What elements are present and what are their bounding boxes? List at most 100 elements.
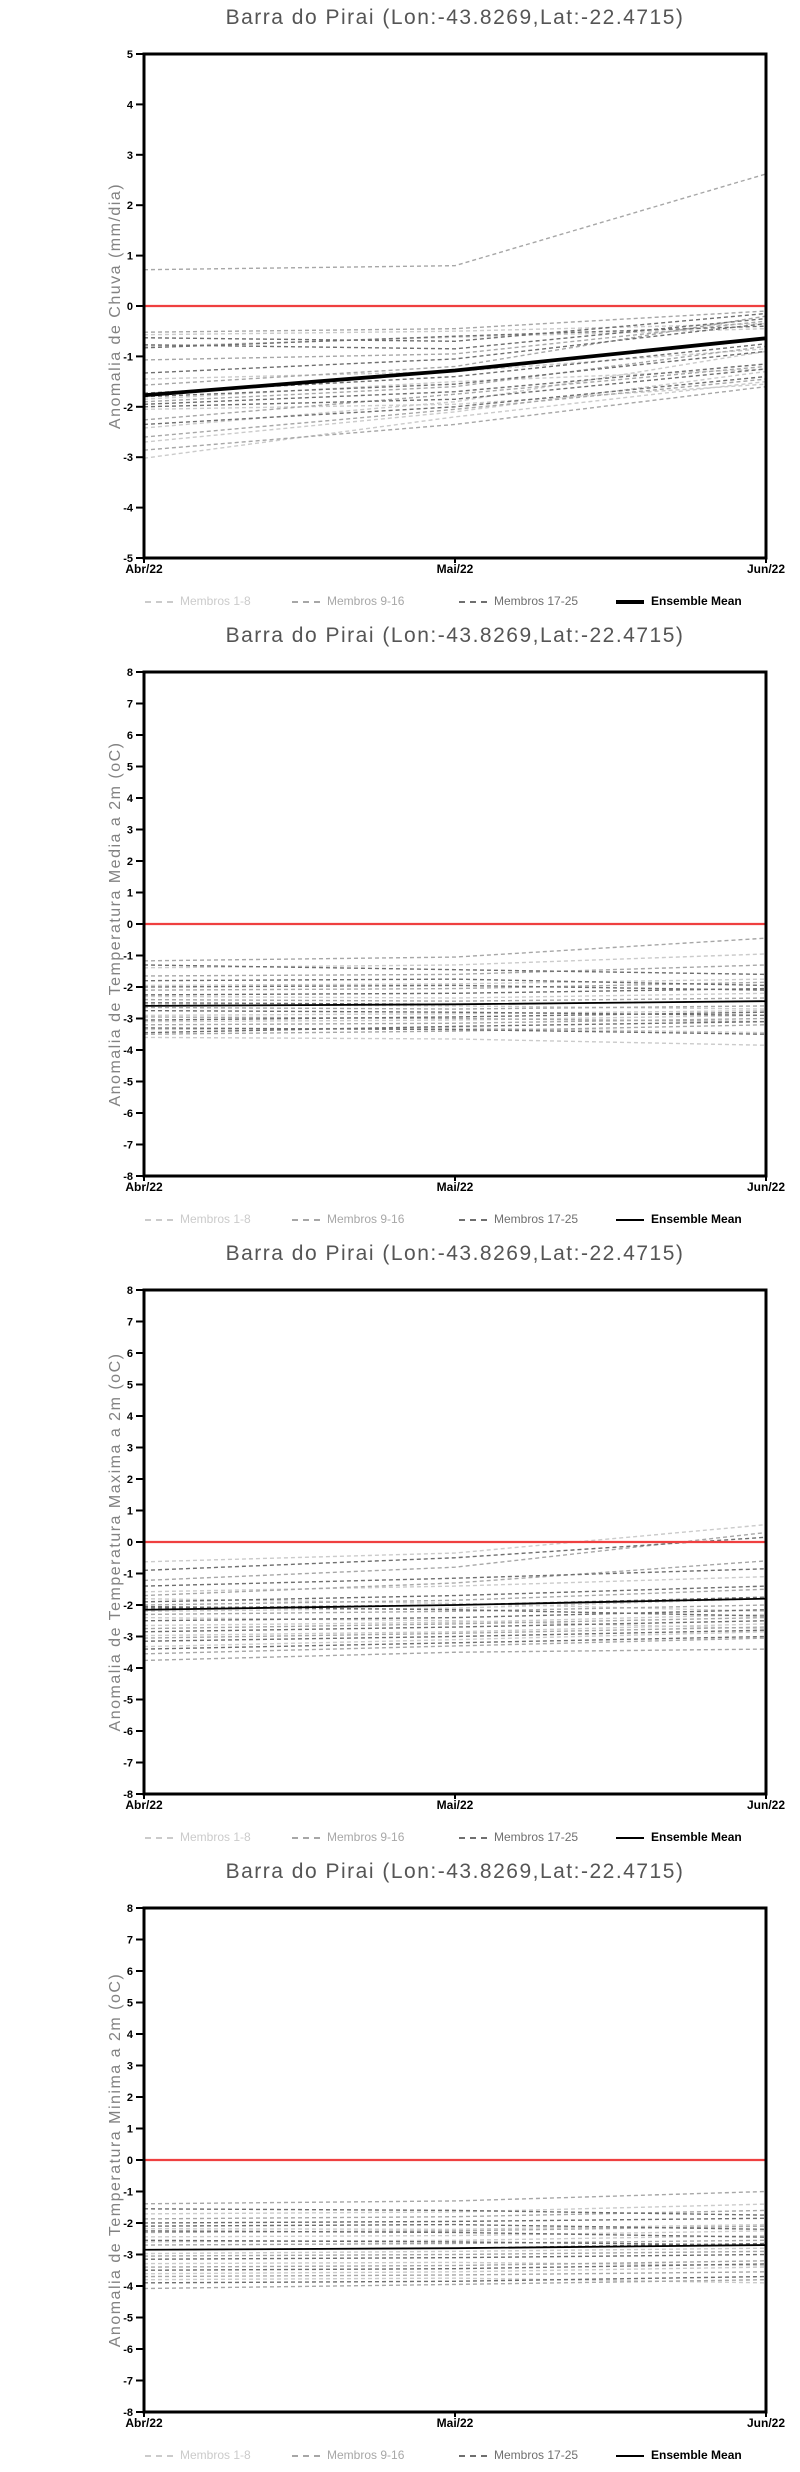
svg-text:6: 6 (127, 730, 133, 742)
svg-text:-4: -4 (123, 503, 134, 515)
svg-text:3: 3 (127, 1443, 133, 1455)
svg-text:5: 5 (127, 49, 133, 61)
svg-text:-1: -1 (123, 2187, 133, 2199)
solid-line-swatch (616, 1218, 644, 1221)
dashed-line-swatch (145, 2454, 173, 2457)
plot-area: 8 7 6 5 4 3 2 1 0 -1 -2 -3 -4 -5 -6 -7 -8 (123, 667, 768, 1183)
svg-text:2: 2 (127, 1474, 133, 1486)
solid-line-swatch (616, 1836, 644, 1839)
legend-label: Membros 1-8 (180, 594, 251, 608)
svg-text:-3: -3 (123, 1632, 133, 1644)
legend-label: Membros 17-25 (494, 594, 579, 608)
svg-text:7: 7 (127, 1935, 133, 1947)
svg-text:4: 4 (127, 99, 134, 111)
x-tick-label: Mai/22 (436, 1798, 474, 1812)
svg-text:-6: -6 (123, 1726, 133, 1738)
legend-members-9-16: Membros 9-16 (292, 1830, 404, 1844)
svg-text:-6: -6 (123, 2344, 133, 2356)
dashed-line-swatch (459, 2454, 487, 2457)
svg-text:-5: -5 (123, 2313, 133, 2325)
svg-text:2: 2 (127, 856, 133, 868)
svg-text:0: 0 (127, 2155, 133, 2167)
svg-text:-1: -1 (123, 351, 133, 363)
svg-text:-3: -3 (123, 1014, 133, 1026)
svg-text:1: 1 (127, 888, 133, 900)
x-tick-label: Abr/22 (125, 1180, 163, 1194)
svg-text:-4: -4 (123, 1663, 134, 1675)
svg-text:0: 0 (127, 301, 133, 313)
dashed-line-swatch (459, 1218, 487, 1221)
x-tick-label: Jun/22 (746, 1798, 786, 1812)
svg-text:-7: -7 (123, 2376, 133, 2388)
legend-ensemble-mean: Ensemble Mean (616, 2448, 742, 2462)
svg-text:-6: -6 (123, 1108, 133, 1120)
legend-ensemble-mean: Ensemble Mean (616, 1830, 742, 1844)
svg-text:5: 5 (127, 1380, 133, 1392)
legend-label: Ensemble Mean (651, 1212, 742, 1226)
legend-members-9-16: Membros 9-16 (292, 2448, 404, 2462)
plot-area: 8 7 6 5 4 3 2 1 0 -1 -2 -3 -4 -5 -6 -7 -8 (123, 1903, 768, 2419)
plot-area: 8 7 6 5 4 3 2 1 0 -1 -2 -3 -4 -5 -6 -7 -8 (123, 1285, 768, 1801)
svg-text:4: 4 (127, 2029, 134, 2041)
svg-text:-2: -2 (123, 982, 133, 994)
legend-members-1-8: Membros 1-8 (145, 1830, 251, 1844)
svg-text:5: 5 (127, 1998, 133, 2010)
svg-text:-2: -2 (123, 1600, 133, 1612)
dashed-line-swatch (292, 1836, 320, 1839)
chart-title: Barra do Pirai (Lon:-43.8269,Lat:-22.471… (225, 6, 685, 29)
chart-block-min-temp-anomaly: Barra do Pirai (Lon:-43.8269,Lat:-22.471… (0, 1854, 800, 2472)
svg-text:7: 7 (127, 1317, 133, 1329)
svg-text:-1: -1 (123, 1569, 133, 1581)
svg-text:3: 3 (127, 825, 133, 837)
dashed-line-swatch (145, 1218, 173, 1221)
solid-line-swatch (616, 2454, 644, 2457)
dashed-line-swatch (292, 600, 320, 603)
svg-text:8: 8 (127, 1903, 133, 1915)
svg-text:-1: -1 (123, 951, 133, 963)
legend-ensemble-mean: Ensemble Mean (616, 594, 742, 608)
svg-text:6: 6 (127, 1966, 133, 1978)
legend-members-9-16: Membros 9-16 (292, 1212, 404, 1226)
svg-text:0: 0 (127, 919, 133, 931)
chart-title: Barra do Pirai (Lon:-43.8269,Lat:-22.471… (225, 1860, 685, 1883)
legend-members-17-25: Membros 17-25 (459, 1830, 578, 1844)
svg-text:-5: -5 (123, 1695, 133, 1707)
svg-text:-8: -8 (123, 2407, 133, 2419)
x-tick-label: Abr/22 (125, 2416, 163, 2430)
legend-label: Membros 9-16 (327, 594, 405, 608)
legend-members-1-8: Membros 1-8 (145, 594, 251, 608)
x-tick-label: Mai/22 (436, 562, 474, 576)
plot-area: 5 4 3 2 1 0 -1 -2 -3 -4 -5 (123, 49, 768, 565)
svg-text:8: 8 (127, 667, 133, 679)
svg-text:2: 2 (127, 200, 133, 212)
legend-label: Membros 1-8 (180, 1212, 251, 1226)
svg-text:-2: -2 (123, 2218, 133, 2230)
chart-block-max-temp-anomaly: Barra do Pirai (Lon:-43.8269,Lat:-22.471… (0, 1236, 800, 1854)
svg-text:-3: -3 (123, 452, 133, 464)
legend-members-9-16: Membros 9-16 (292, 594, 404, 608)
chart-block-rain-anomaly: Barra do Pirai (Lon:-43.8269,Lat:-22.471… (0, 0, 800, 618)
svg-text:3: 3 (127, 150, 133, 162)
dashed-line-swatch (145, 600, 173, 603)
svg-text:1: 1 (127, 251, 133, 263)
svg-text:-8: -8 (123, 1789, 133, 1801)
x-tick-label: Jun/22 (746, 2416, 786, 2430)
dashed-line-swatch (145, 1836, 173, 1839)
solid-line-swatch (616, 599, 644, 604)
dashed-line-swatch (459, 600, 487, 603)
svg-text:-4: -4 (123, 1045, 134, 1057)
svg-text:-7: -7 (123, 1140, 133, 1152)
svg-text:-3: -3 (123, 2250, 133, 2262)
legend-label: Membros 9-16 (327, 1830, 405, 1844)
legend-members-1-8: Membros 1-8 (145, 1212, 251, 1226)
svg-text:4: 4 (127, 793, 134, 805)
legend-label: Membros 17-25 (494, 1830, 579, 1844)
svg-text:6: 6 (127, 1348, 133, 1360)
chart-title: Barra do Pirai (Lon:-43.8269,Lat:-22.471… (225, 624, 685, 647)
svg-text:-7: -7 (123, 1758, 133, 1770)
x-tick-label: Jun/22 (746, 562, 786, 576)
chart-block-mean-temp-anomaly: Barra do Pirai (Lon:-43.8269,Lat:-22.471… (0, 618, 800, 1236)
svg-text:-2: -2 (123, 402, 133, 414)
legend-ensemble-mean: Ensemble Mean (616, 1212, 742, 1226)
legend-label: Ensemble Mean (651, 2448, 742, 2462)
